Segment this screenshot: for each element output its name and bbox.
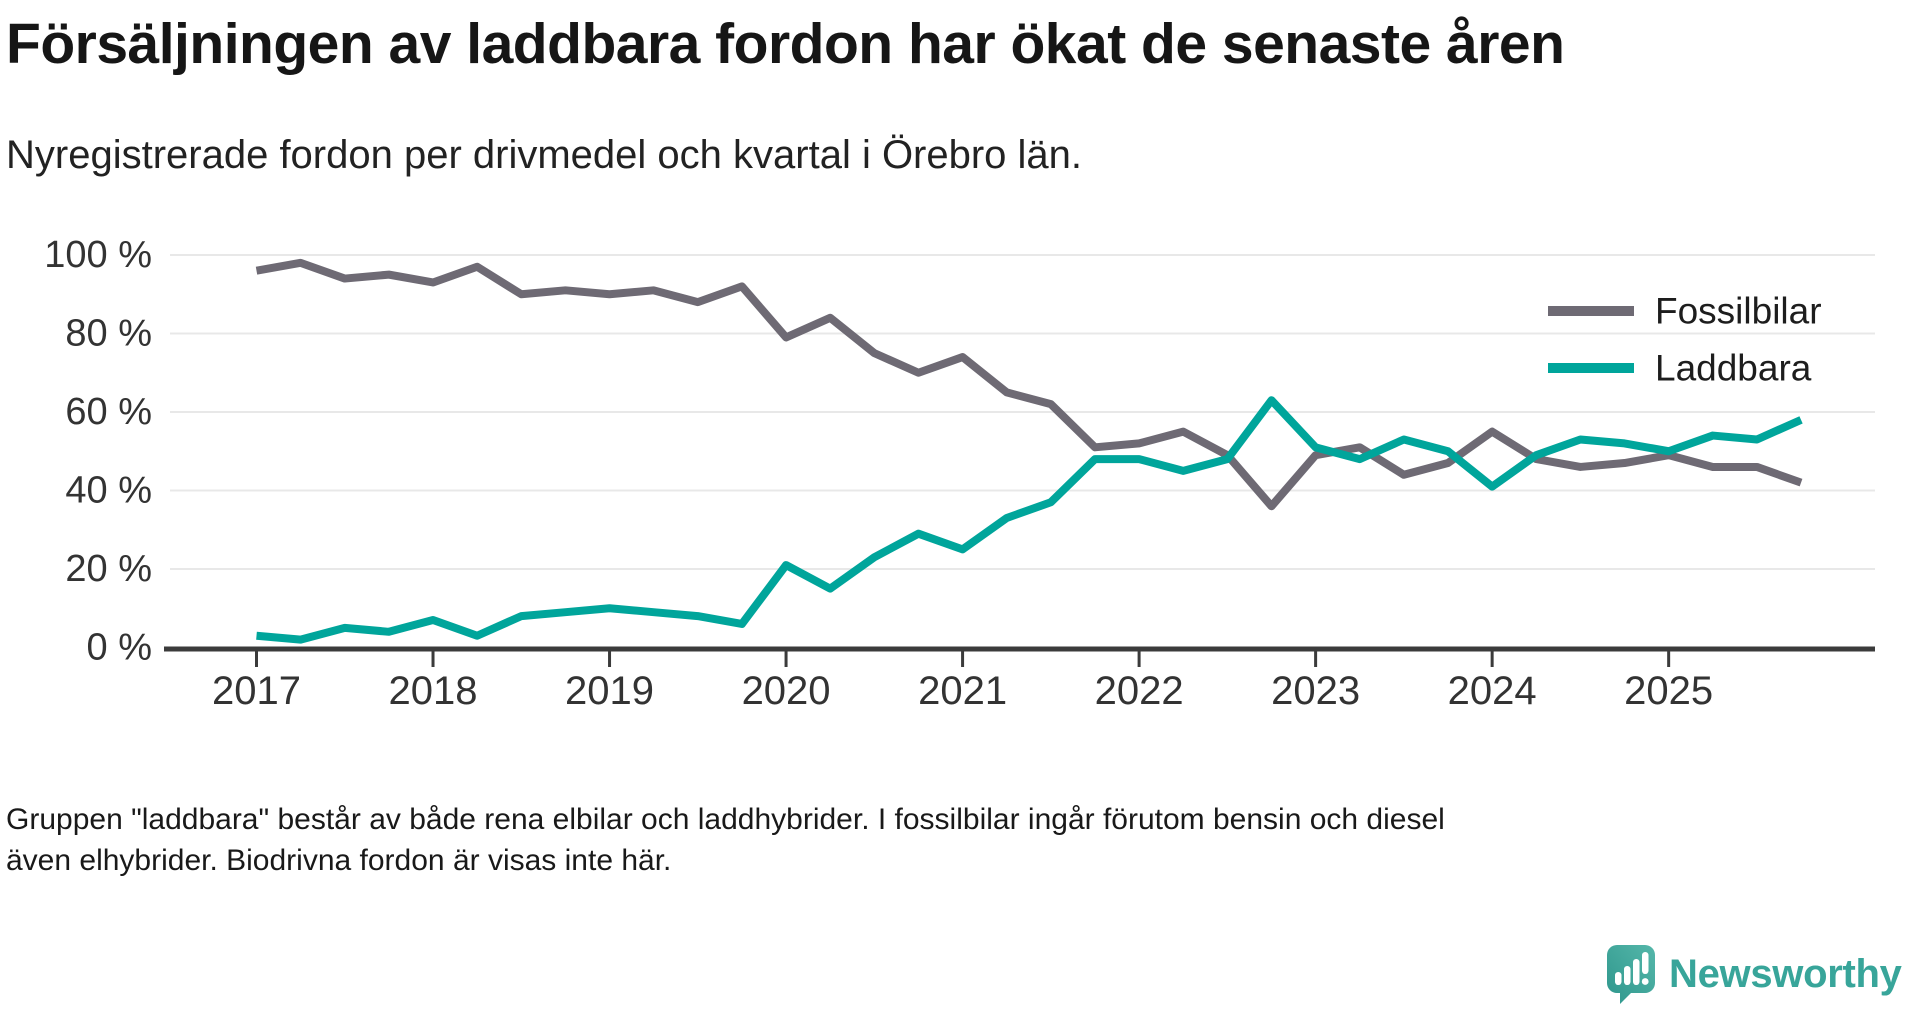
y-axis-label: 80 % [65, 313, 152, 355]
series-line-fossilbilar [255, 258, 1803, 511]
newsworthy-logo-text: Newsworthy [1669, 951, 1902, 996]
chart-title: Försäljningen av laddbara fordon har öka… [6, 12, 1565, 76]
bar-2 [1624, 966, 1631, 985]
x-axis-label: 2021 [918, 669, 1007, 713]
series-line-laddbara [256, 396, 1803, 644]
x-axis-label: 2019 [565, 669, 654, 713]
x-axis-label: 2017 [212, 669, 301, 713]
bar-3 [1633, 959, 1640, 985]
exclamation-bar [1642, 952, 1649, 974]
legend-label-laddbara: Laddbara [1655, 348, 1812, 389]
y-axis-label: 40 % [65, 470, 152, 512]
newsworthy-logo: Newsworthy [1606, 944, 1902, 1004]
chart-footnote: Gruppen "laddbara" består av både rena e… [6, 803, 1445, 877]
x-axis-label: 2023 [1271, 669, 1360, 713]
chart-subtitle: Nyregistrerade fordon per drivmedel och … [6, 133, 1083, 177]
y-axis-label: 100 % [44, 234, 152, 276]
bar-1 [1615, 972, 1622, 985]
x-axis-label: 2025 [1624, 669, 1713, 713]
y-axis-label: 20 % [65, 548, 152, 590]
newsworthy-logo-icon [1607, 945, 1655, 1004]
x-axis-label: 2018 [389, 669, 478, 713]
legend-label-fossilbilar: Fossilbilar [1655, 291, 1822, 332]
x-axis-label: 2020 [742, 669, 831, 713]
exclamation-dot [1641, 978, 1649, 985]
y-axis-label: 0 % [87, 627, 152, 669]
x-axis-label: 2024 [1448, 669, 1537, 713]
x-axis-label: 2022 [1095, 669, 1184, 713]
y-axis-label: 60 % [65, 391, 152, 433]
